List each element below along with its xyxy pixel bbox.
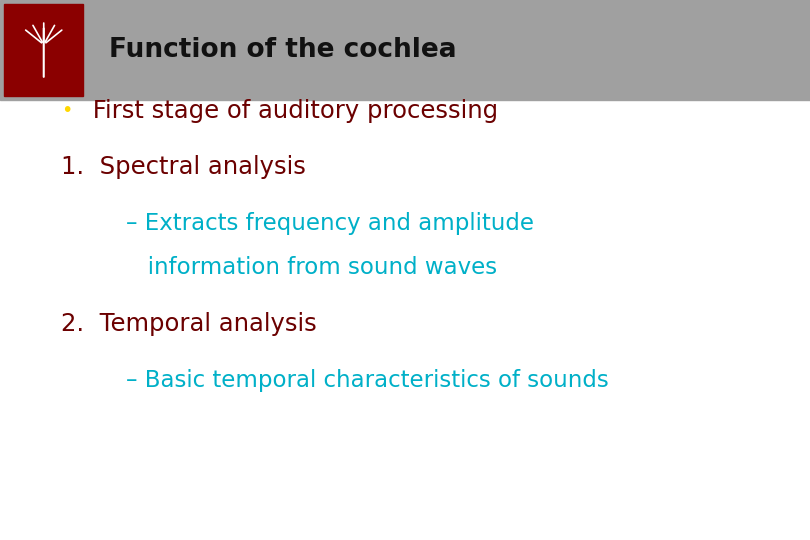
Text: •: • <box>61 101 72 120</box>
Text: – Basic temporal characteristics of sounds: – Basic temporal characteristics of soun… <box>126 369 608 392</box>
Bar <box>0 0 810 100</box>
Text: information from sound waves: information from sound waves <box>126 256 497 279</box>
Bar <box>4 4 83 96</box>
Text: 1.  Spectral analysis: 1. Spectral analysis <box>61 156 305 179</box>
Text: – Extracts frequency and amplitude: – Extracts frequency and amplitude <box>126 212 534 234</box>
Text: Function of the cochlea: Function of the cochlea <box>109 37 457 63</box>
Text: First stage of auditory processing: First stage of auditory processing <box>85 99 498 123</box>
Text: 2.  Temporal analysis: 2. Temporal analysis <box>61 312 317 336</box>
Bar <box>0 100 810 540</box>
